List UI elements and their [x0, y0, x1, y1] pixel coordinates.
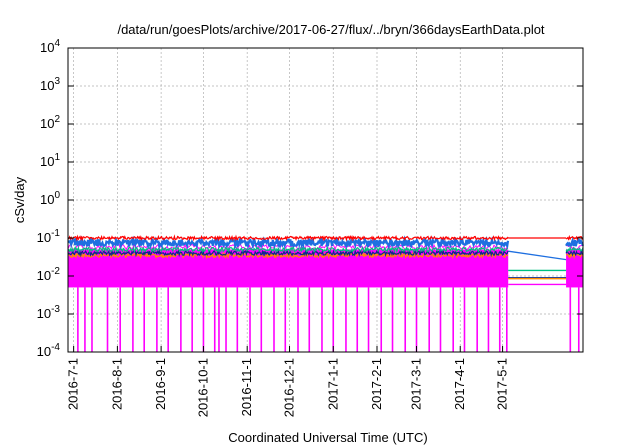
y-tick-label: 101 [40, 152, 60, 169]
y-tick-label: 10-2 [37, 266, 61, 283]
x-tick-label: 2017-2-1 [369, 358, 384, 410]
gap-line [508, 250, 567, 261]
magenta-band-edge [67, 243, 508, 251]
trace-path [67, 235, 510, 251]
series-trace [67, 245, 584, 254]
trace-path [565, 245, 584, 253]
x-tick-label: 2016-7-1 [66, 358, 81, 410]
series-trace [68, 234, 584, 242]
trace-path [68, 234, 509, 242]
trace-path [565, 234, 584, 241]
y-tick-label: 10-3 [37, 304, 61, 321]
y-axis-label: cSv/day [12, 176, 27, 223]
trace-path [565, 252, 584, 260]
y-tick-label: 10-4 [37, 342, 61, 359]
y-tick-label: 100 [40, 190, 60, 207]
x-tick-label: 2017-1-1 [325, 358, 340, 410]
x-tick-label: 2016-9-1 [153, 358, 168, 410]
y-tick-label: 102 [40, 114, 60, 131]
y-tick-label: 104 [40, 38, 60, 55]
series-magenta [67, 243, 583, 352]
trace-path [565, 248, 584, 257]
axes: 10-4 10-3 10-2 10-1 100 101 102 103 104 2016-7-1 2… [37, 38, 583, 417]
y-tick-label: 10-1 [37, 228, 61, 245]
trace-path [67, 251, 509, 260]
x-tick-label: 2016-12-1 [282, 358, 297, 417]
x-axis-label: Coordinated Universal Time (UTC) [228, 430, 427, 445]
magenta-band [566, 249, 583, 288]
x-tick-label: 2016-10-1 [195, 358, 210, 417]
y-tick-label: 103 [40, 76, 60, 93]
x-tick-label: 2017-5-1 [495, 358, 510, 410]
trace-path [565, 236, 584, 248]
chart-title: /data/run/goesPlots/archive/2017-06-27/f… [117, 22, 544, 37]
series-trace [67, 251, 584, 260]
x-tick-label: 2016-8-1 [109, 358, 124, 410]
series-trace [67, 235, 584, 251]
x-tick-label: 2016-11-1 [239, 358, 254, 416]
data-marks [67, 234, 584, 352]
x-tick-label: 2017-3-1 [409, 358, 424, 410]
x-tick-label: 2017-4-1 [452, 358, 467, 410]
grid [68, 48, 583, 352]
trace-path [67, 245, 509, 254]
